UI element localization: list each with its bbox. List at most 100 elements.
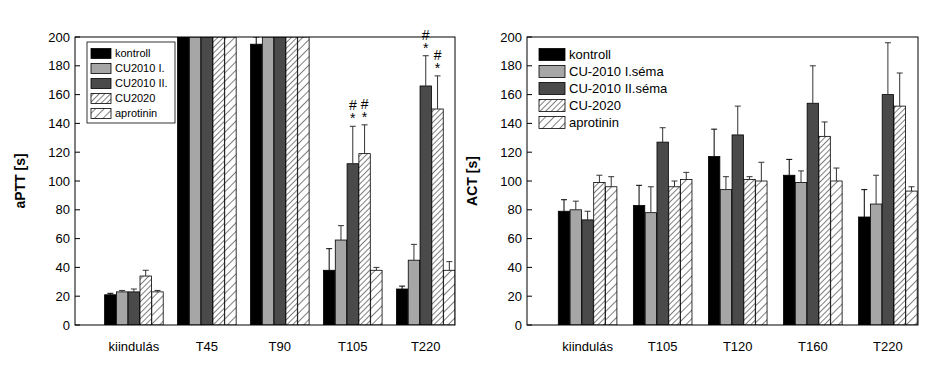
y-tick-label: 80 xyxy=(56,202,70,217)
error-bar xyxy=(350,126,356,163)
bar xyxy=(657,142,668,325)
y-tick xyxy=(75,94,80,95)
bar xyxy=(396,289,407,325)
legend-label: CU-2010 II.séma xyxy=(569,81,668,96)
bar xyxy=(633,205,644,325)
bar xyxy=(213,37,224,325)
x-tick-label: T105 xyxy=(648,339,678,354)
bar xyxy=(870,204,881,325)
y-tick xyxy=(527,238,532,239)
error-bar xyxy=(711,129,717,156)
error-bar xyxy=(758,162,764,181)
bar xyxy=(359,154,370,325)
error-bar xyxy=(885,43,891,95)
legend: kontrollCU2010 I.CU2010 II.CU2020aprotin… xyxy=(87,42,175,123)
annotation: # xyxy=(434,47,442,63)
bar xyxy=(784,175,795,325)
bar xyxy=(286,37,297,325)
legend-label: CU2020 xyxy=(115,92,155,104)
error-bar xyxy=(861,190,867,217)
legend-swatch xyxy=(539,117,565,129)
error-bar xyxy=(119,290,125,291)
x-tick-label: T120 xyxy=(723,339,753,354)
y-tick-label: 140 xyxy=(500,116,522,131)
legend-swatch xyxy=(539,66,565,78)
error-bar xyxy=(423,56,429,86)
error-bar xyxy=(798,171,804,183)
y-tick-label: 100 xyxy=(500,174,522,189)
error-bar xyxy=(155,290,161,291)
y-tick xyxy=(527,181,532,182)
y-tick xyxy=(527,65,532,66)
x-tick-label: kiindulás xyxy=(562,339,613,354)
bar xyxy=(732,135,743,325)
error-bar xyxy=(873,175,879,204)
error-bar xyxy=(435,76,441,109)
bar xyxy=(251,44,262,325)
bar xyxy=(756,181,767,325)
bar xyxy=(371,270,382,325)
y-tick-label: 200 xyxy=(48,30,70,45)
error-bar xyxy=(585,211,591,220)
legend-swatch xyxy=(539,83,565,95)
bar xyxy=(189,37,200,325)
legend: kontrollCU-2010 I.sémaCU-2010 II.sémaCU-… xyxy=(539,47,668,130)
bar xyxy=(795,182,806,325)
marks xyxy=(558,43,917,325)
bar xyxy=(708,157,719,325)
bar xyxy=(128,292,139,325)
error-bar xyxy=(253,37,259,44)
error-bar xyxy=(822,122,828,136)
y-axis-title: aPTT [s] xyxy=(12,153,28,208)
legend-label: aprotinin xyxy=(569,115,619,130)
legend-swatch xyxy=(91,94,111,104)
bar xyxy=(201,37,212,325)
legend-label: kontroll xyxy=(569,47,611,62)
error-bar xyxy=(131,289,137,292)
y-tick-label: 80 xyxy=(508,202,522,217)
bar xyxy=(681,180,692,325)
annotation: # xyxy=(349,97,357,113)
error-bar xyxy=(786,159,792,175)
bar xyxy=(298,37,309,325)
bar xyxy=(669,187,680,325)
y-tick-label: 160 xyxy=(48,87,70,102)
y-tick xyxy=(527,123,532,124)
x-tick-label: T220 xyxy=(873,339,903,354)
y-tick xyxy=(75,209,80,210)
y-tick-label: 20 xyxy=(56,289,70,304)
legend-swatch xyxy=(91,64,111,74)
bar xyxy=(570,210,581,325)
error-bar xyxy=(671,181,677,187)
legend-swatch xyxy=(539,100,565,112)
bar xyxy=(140,276,151,325)
y-tick xyxy=(75,238,80,239)
bar xyxy=(152,292,163,325)
legend-label: CU2010 II. xyxy=(115,77,168,89)
bar xyxy=(105,295,116,325)
plot-frame xyxy=(527,37,918,325)
error-bar xyxy=(660,128,666,142)
bar xyxy=(831,181,842,325)
error-bar xyxy=(326,249,332,271)
bar xyxy=(262,37,273,325)
legend-swatch xyxy=(91,109,111,119)
bar xyxy=(859,217,870,325)
error-bar xyxy=(908,187,914,191)
y-tick-label: 20 xyxy=(508,289,522,304)
plot-frame xyxy=(75,37,455,325)
y-tick-label: 180 xyxy=(48,58,70,73)
x-tick-label: T90 xyxy=(269,339,291,354)
y-tick-label: 0 xyxy=(63,318,70,333)
bar xyxy=(594,182,605,325)
legend-swatch xyxy=(91,49,111,59)
legend-label: CU-2020 xyxy=(569,98,621,113)
error-bar xyxy=(636,185,642,205)
y-tick xyxy=(75,123,80,124)
annotation: # xyxy=(361,96,369,112)
bar xyxy=(645,213,656,325)
y-tick xyxy=(75,296,80,297)
error-bar xyxy=(446,262,452,271)
x-tick-label: T160 xyxy=(798,339,828,354)
bar xyxy=(582,220,593,325)
